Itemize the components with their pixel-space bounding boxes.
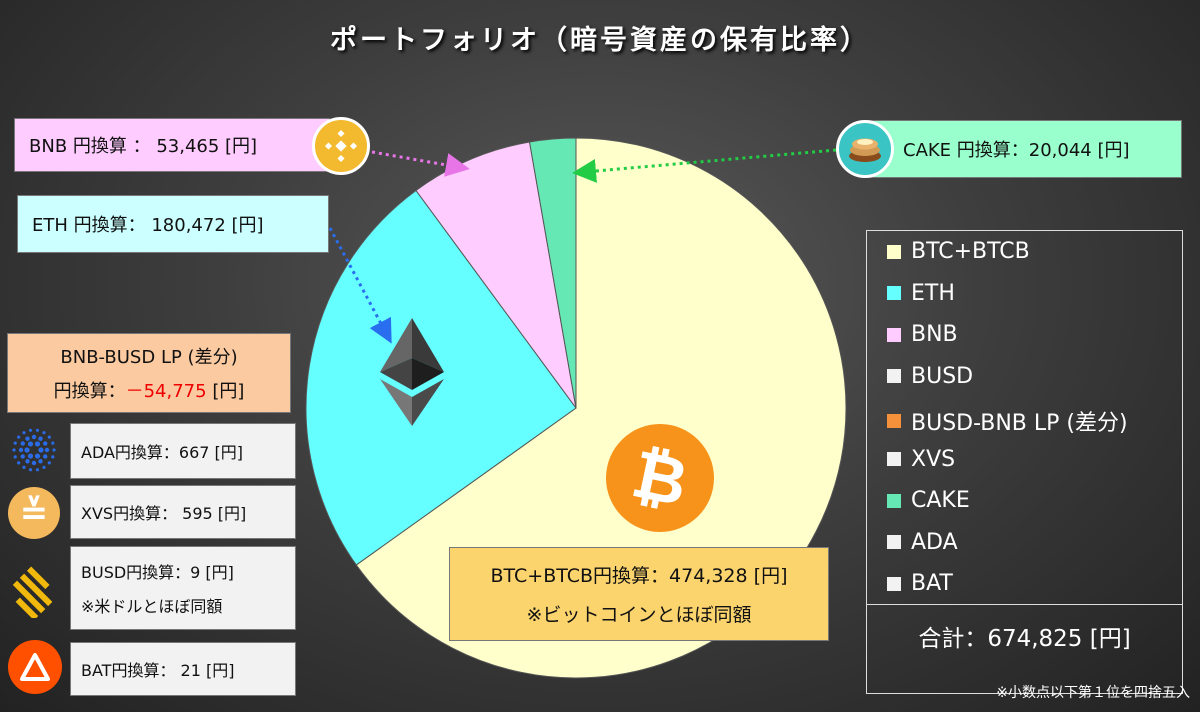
legend-divider [867,604,1182,605]
legend-item: CAKE [887,488,970,513]
lp-label-title: BNB-BUSD LP (差分) [60,347,238,368]
legend-swatch [887,327,901,342]
legend-label: BTC+BTCB [911,239,1030,264]
btc-label-value: BTC+BTCB円換算：474,328 [円] [490,565,788,587]
eth-arrow [328,227,392,344]
legend-swatch [887,244,901,259]
legend-item: BTC+BTCB [887,239,1030,264]
cardano-icon [8,424,60,476]
bnb-icon [312,117,370,175]
cake-label: CAKE 円換算：20,044 [円] [866,120,1182,178]
lp-label: BNB-BUSD LP (差分) 円換算：－54,775 [円] [7,333,291,413]
legend-label: BUSD [911,363,974,389]
btc-label: BTC+BTCB円換算：474,328 [円] ※ビットコインとほぼ同額 [449,547,829,641]
legend-item: BAT [887,571,953,596]
legend-item: BUSD [887,364,973,389]
ethereum-icon [380,318,444,426]
total-value: 合計：674,825 [円] [918,626,1131,652]
legend-item: BNB [887,322,958,347]
legend-item: ETH [887,281,955,306]
bat-icon [8,640,62,694]
busd-label-value: BUSD円換算：9 [円] [81,563,234,582]
venus-icon: ≚ [8,487,60,539]
bnb-label: BNB 円換算 ： 53,465 [円] [14,118,330,172]
ada-label: ADA円換算：667 [円] [70,423,296,479]
pie-slice-btc-btcb [355,137,847,679]
legend-label: BNB [911,322,958,347]
legend-label: ADA [911,529,958,555]
pie-slice-bnb [415,141,577,409]
cake-icon [836,120,894,178]
busd-icon [6,564,62,620]
bat-label: BAT円換算： 21 [円] [70,642,296,696]
legend-swatch [887,452,901,466]
legend-item: XVS [887,447,955,472]
lp-label-value: 円換算：－54,775 [円] [53,381,245,402]
xvs-label: XVS円換算： 595 [円] [70,485,296,539]
legend-item: BUSD-BNB LP (差分) [887,405,1128,437]
busd-label-note: ※米ドルとほぼ同額 [81,597,223,616]
busd-label: BUSD円換算：9 [円] ※米ドルとほぼ同額 [70,546,296,630]
btc-label-note: ※ビットコインとほぼ同額 [526,604,752,626]
legend-swatch [887,369,901,383]
bnb-arrow [371,150,470,177]
legend-label: XVS [911,446,956,472]
legend-swatch [887,535,901,549]
lp-negative-value: －54,775 [125,381,207,402]
legend-swatch [887,286,901,300]
legend-item: ADA [887,530,958,555]
page-title: ポートフォリオ（暗号資産の保有比率） [330,25,870,56]
cake-arrow [572,148,837,183]
legend: BTC+BTCB ETH BNB BUSD BUSD-BNB LP (差分) XVS CAK… [866,230,1183,694]
legend-swatch [887,414,901,428]
legend-label: ETH [911,280,955,306]
footnote: ※小数点以下第１位を四捨五入 [996,685,1190,701]
pie-slice-cake [528,137,577,409]
legend-label: BUSD-BNB LP (差分) [911,411,1128,436]
eth-label: ETH 円換算： 180,472 [円] [17,195,329,253]
legend-label: CAKE [911,488,970,513]
legend-swatch [887,493,901,508]
legend-swatch [887,576,901,591]
legend-label: BAT [911,571,953,596]
pie-slice-eth [305,189,577,566]
